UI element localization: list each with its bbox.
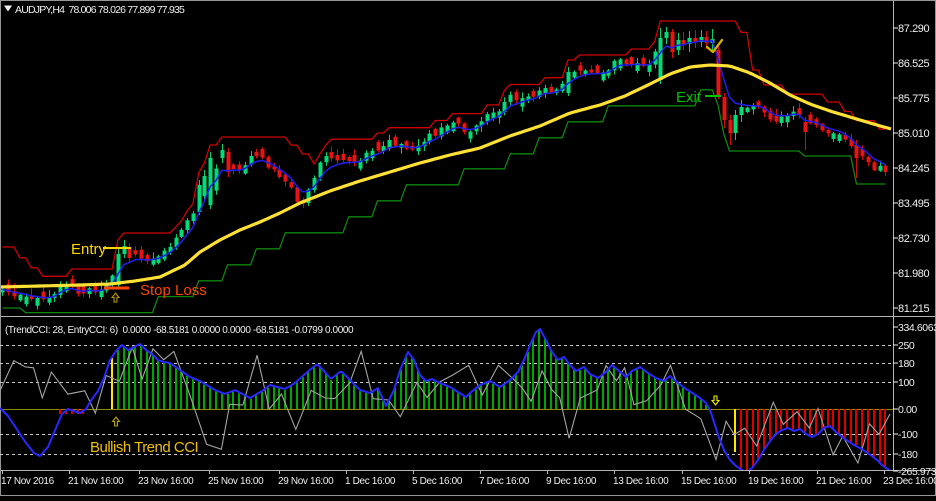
svg-text:Exit: Exit: [676, 89, 702, 106]
svg-text:-265.9733: -265.9733: [898, 466, 936, 478]
svg-text:21 Nov 16:00: 21 Nov 16:00: [68, 476, 124, 487]
svg-text:29 Nov 16:00: 29 Nov 16:00: [278, 476, 334, 487]
svg-text:(TrendCCI: 28, EntryCCI: 6) 0: (TrendCCI: 28, EntryCCI: 6) 0.0000 -68.5…: [5, 325, 354, 336]
svg-text:25 Nov 16:00: 25 Nov 16:00: [208, 476, 264, 487]
svg-text:81.980: 81.980: [898, 268, 930, 280]
svg-text:15 Dec 16:00: 15 Dec 16:00: [681, 476, 737, 487]
svg-text:7 Dec 16:00: 7 Dec 16:00: [479, 476, 530, 487]
svg-text:1 Dec 16:00: 1 Dec 16:00: [345, 476, 396, 487]
svg-text:100: 100: [898, 377, 915, 389]
svg-text:180: 180: [898, 358, 915, 370]
svg-text:85.775: 85.775: [898, 93, 930, 105]
svg-text:-180: -180: [898, 449, 918, 461]
svg-text:17 Nov 2016: 17 Nov 2016: [1, 476, 55, 487]
svg-text:23 Nov 16:00: 23 Nov 16:00: [138, 476, 194, 487]
svg-text:21 Dec 16:00: 21 Dec 16:00: [816, 476, 872, 487]
svg-text:87.290: 87.290: [898, 23, 930, 35]
svg-text:13 Dec 16:00: 13 Dec 16:00: [613, 476, 669, 487]
svg-text:86.525: 86.525: [898, 58, 930, 70]
svg-text:250: 250: [898, 340, 915, 352]
svg-text:23 Dec 16:00: 23 Dec 16:00: [883, 476, 936, 487]
svg-text:5 Dec 16:00: 5 Dec 16:00: [412, 476, 463, 487]
svg-text:Stop Loss: Stop Loss: [140, 282, 207, 299]
svg-text:84.245: 84.245: [898, 163, 930, 175]
svg-text:85.010: 85.010: [898, 128, 930, 140]
svg-text:19 Dec 16:00: 19 Dec 16:00: [748, 476, 804, 487]
svg-text:83.495: 83.495: [898, 198, 930, 210]
svg-text:334.6063: 334.6063: [898, 322, 936, 334]
svg-text:Entry: Entry: [71, 241, 107, 258]
svg-text:82.730: 82.730: [898, 233, 930, 245]
svg-text:-100: -100: [898, 429, 918, 441]
svg-text:0.00: 0.00: [898, 404, 917, 416]
svg-text:81.215: 81.215: [898, 303, 930, 315]
svg-text:AUDJPY,H4 78.006 78.026 77.89: AUDJPY,H4 78.006 78.026 77.899 77.935: [15, 4, 185, 16]
svg-text:Bullish Trend CCI: Bullish Trend CCI: [90, 439, 198, 456]
svg-text:9 Dec 16:00: 9 Dec 16:00: [546, 476, 597, 487]
